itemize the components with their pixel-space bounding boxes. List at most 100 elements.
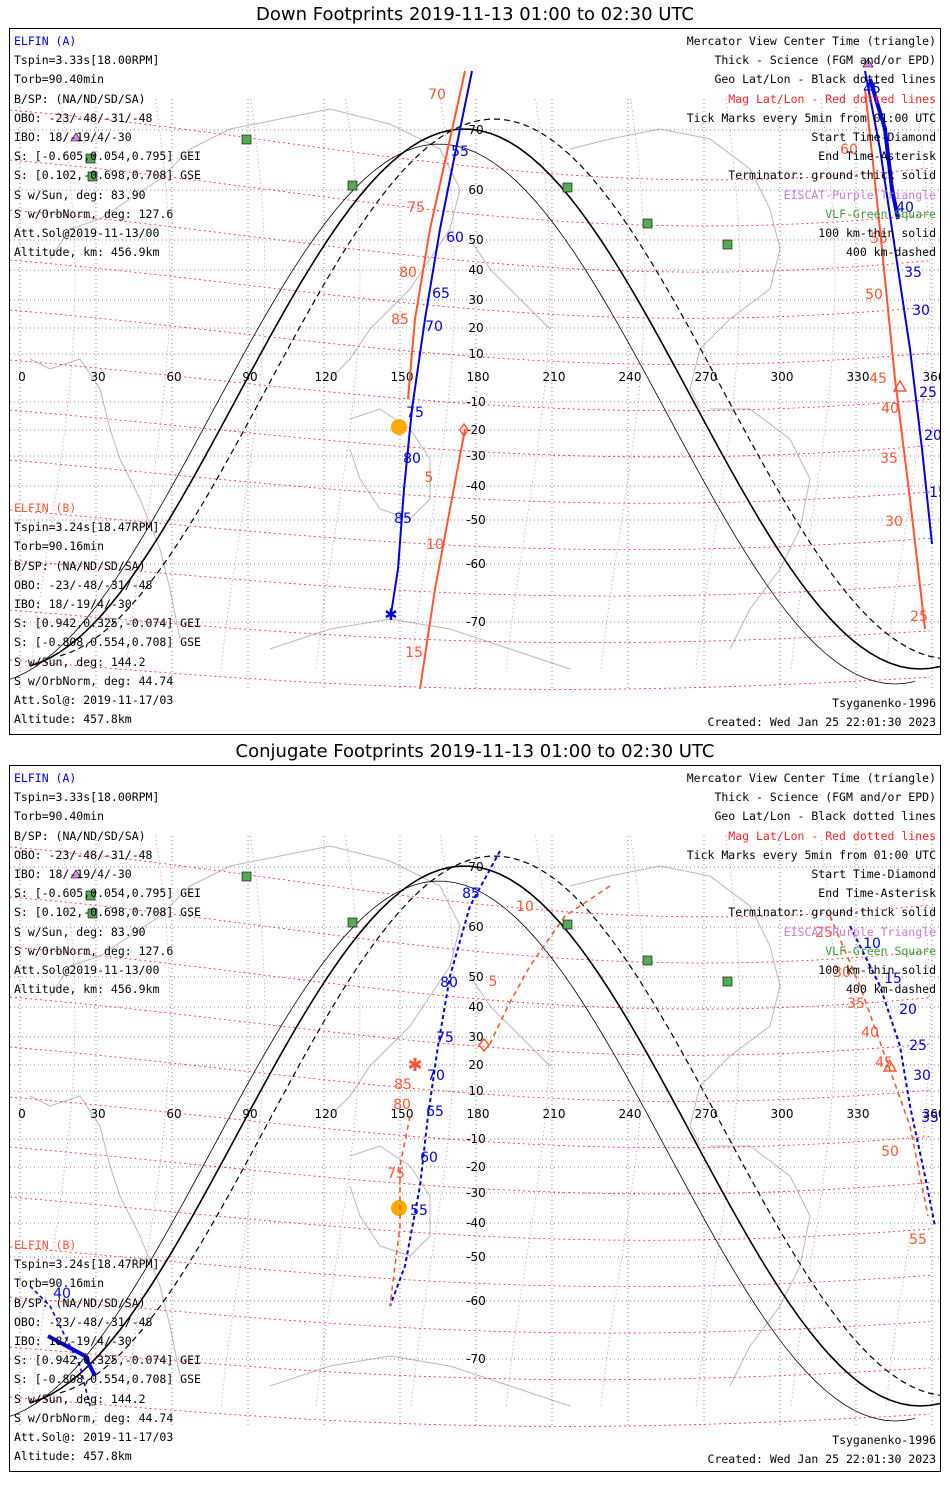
elfin-b-line: IBO: 18/-19/4/-30 [14,596,132,611]
legend-item: 100 km-thin solid [818,225,936,240]
mag-parallel [10,159,931,227]
elfin-a-track-label: 80 [403,451,421,467]
elfin-a-track-label: 85 [462,886,480,902]
mag-parallel [10,409,931,458]
legend-item: 400 km-dashed [845,245,936,260]
lat-tick-label: -70 [466,615,486,629]
lat-tick-label: 20 [468,321,483,335]
legend-item: End Time-Asterisk [818,886,936,901]
elfin-b-track-label: 85 [394,1077,412,1093]
lat-tick-label: 40 [468,263,483,277]
elfin-a-line: OBO: -23/-48/-31/-48 [14,847,153,862]
vlf-station-marker [347,917,358,928]
lon-tick-label: 300 [771,370,794,384]
terminator-400km [59,855,940,1396]
elfin-b-line: OBO: -23/-48/-31/-48 [14,577,153,592]
elfin-b-line: Torb=90.16min [14,1276,105,1291]
elfin-b-line: Att.Sol@: 2019-11-17/03 [14,1429,174,1444]
elfin-b-east-track-label: 50 [881,1144,899,1160]
elfin-a-footprint-track [390,70,473,615]
elfin-a-track-label: 65 [432,286,450,302]
legend-item: Terminator: ground-thick solid [728,905,936,920]
elfin-b-header: ELFIN (B) [14,501,77,515]
start-time-diamond [459,422,469,438]
elfin-a-info-conjugate: ELFIN (A) Tspin=3.33s[18.00RPM] Torb=90.… [14,769,201,999]
elfin-b-east-track-label: 30 [885,514,903,530]
coastline [569,865,781,1147]
elfin-a-east-track-label: 15 [884,971,902,987]
elfin-b-east-track-label: 55 [870,231,888,247]
lon-tick-label: 0 [18,370,26,384]
elfin-a-line: S w/Sun, deg: 83.90 [14,187,146,202]
elfin-b-track-label: 85 [391,312,409,328]
vlf-station-marker [562,919,573,930]
elfin-b-line: Tspin=3.24s[18.47RPM] [14,520,160,535]
elfin-a-footprint-track-east [864,70,933,545]
elfin-b-line: OBO: -23/-48/-31/-48 [14,1314,153,1329]
elfin-a-line: Tspin=3.33s[18.00RPM] [14,790,160,805]
legend-item: Thick - Science (FGM and/or EPD) [714,790,936,805]
legend-item: Tick Marks every 5min from 01:00 UTC [686,110,936,125]
elfin-a-conjugate-track [389,850,501,1307]
elfin-b-line: B/SP: (NA/ND/SD/SA) [14,558,146,573]
elfin-b-track-label: 80 [399,265,417,281]
elfin-b-line: S w/Sun, deg: 144.2 [14,1391,146,1406]
lon-tick-label: 210 [543,1107,566,1121]
lat-tick-label: 30 [468,1030,483,1044]
elfin-b-east-track-label: 35 [880,451,898,467]
lon-tick-label: 240 [619,1107,642,1121]
legend-down: Mercator View Center Time (triangle) Thi… [687,32,936,262]
mag-parallel [10,1146,931,1195]
legend-item: Tick Marks every 5min from 01:00 UTC [686,847,936,862]
legend-item: VLF-Green Square [825,206,936,221]
legend-item: End Time-Asterisk [818,149,936,164]
elfin-a-east-track-label: 40 [896,200,914,216]
coastline [469,238,551,330]
lat-tick-label: -10 [466,1132,486,1146]
elfin-a-line: Att.Sol@2019-11-13/00 [14,225,160,240]
lon-tick-label: 150 [391,370,414,384]
sun-marker [391,1200,407,1216]
end-time-asterisk: ✱ [407,1055,422,1076]
lat-tick-label: -30 [466,1186,486,1200]
sun-marker [391,419,407,435]
elfin-a-track-label: 70 [425,319,443,335]
elfin-b-track-label: 70 [428,87,446,103]
elfin-b-east-track-label: 50 [865,287,883,303]
lat-tick-label: 60 [468,920,483,934]
elfin-a-line: S: [-0.605,0.054,0.795] GEI [14,149,201,164]
lon-tick-label: 360 [923,370,941,384]
coastline [49,845,461,1117]
elfin-b-footprint-track [407,70,466,400]
lon-tick-label: 330 [847,1107,870,1121]
model-label: Tsyganenko-1996 [832,1433,936,1447]
elfin-a-east-track-label: 25 [909,1038,927,1054]
vlf-station-marker [87,908,98,919]
elfin-a-line: S: [0.102,-0.698,0.708] GSE [14,168,201,183]
legend-item: Start Time-Diamond [811,129,936,144]
coastline [349,1145,431,1257]
elfin-b-header: ELFIN (B) [14,1238,77,1252]
mag-parallel [10,659,931,690]
elfin-b-track-label: 15 [405,645,423,661]
lon-tick-label: 270 [695,1107,718,1121]
lat-tick-label: 50 [468,970,483,984]
elfin-b-line: S: [-0.808,0.554,0.708] GSE [14,635,201,650]
mag-meridian [505,835,551,1407]
vlf-station-marker [722,976,733,987]
elfin-a-track-label: 70 [427,1068,445,1084]
elfin-a-line: IBO: 18/-19/4/-30 [14,866,132,881]
vlf-station-marker [87,171,98,182]
elfin-b-line: S: [0.942,0.325,-0.074] GEI [14,1353,201,1368]
coastline [269,618,571,670]
vlf-station-marker [85,153,96,164]
lat-tick-label: 40 [468,1000,483,1014]
elfin-a-line: B/SP: (NA/ND/SD/SA) [14,91,146,106]
elfin-a-line: S: [0.102,-0.698,0.708] GSE [14,905,201,920]
terminator-400km [59,118,940,659]
elfin-a-east-track-label: 40 [53,1286,71,1302]
lat-tick-label: -20 [466,423,486,437]
legend-item: Geo Lat/Lon - Black dotted lines [714,809,936,824]
created-label: Created: Wed Jan 25 22:01:30 2023 [707,1452,936,1466]
elfin-a-line: B/SP: (NA/ND/SD/SA) [14,828,146,843]
